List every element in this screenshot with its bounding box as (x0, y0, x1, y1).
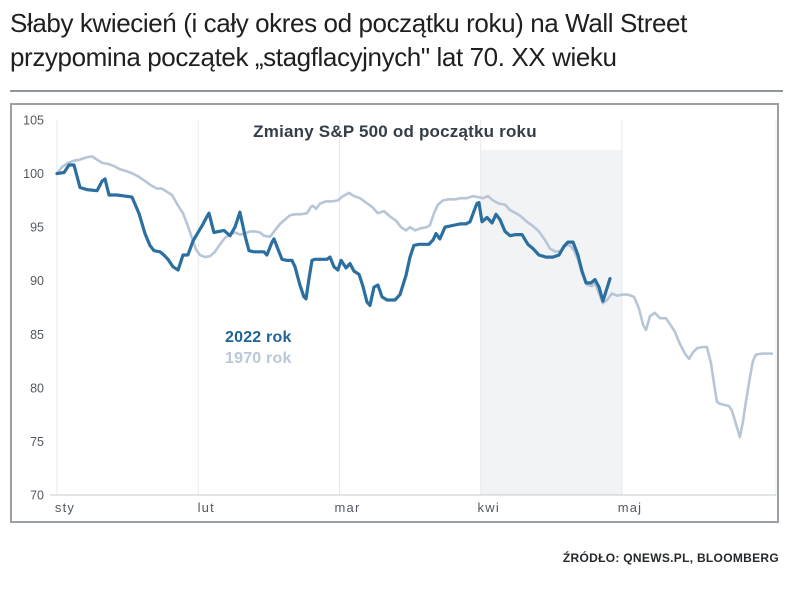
x-tick-label-kwi: kwi (478, 500, 500, 515)
series-line-2022-rok (55, 163, 612, 307)
chart-title: Zmiany S&P 500 od początku roku (253, 122, 537, 141)
series-line-1970-rok (55, 155, 774, 439)
x-tick-label-lut: lut (198, 500, 215, 515)
source-credit: ŹRÓDŁO: QNEWS.PL, BLOOMBERG (562, 551, 779, 565)
headline: Słaby kwiecień (i cały okres od początku… (10, 6, 786, 74)
y-tick-label: 85 (30, 328, 44, 342)
y-tick-label: 95 (30, 221, 44, 235)
legend-label-1970-rok: 1970 rok (225, 350, 292, 367)
legend-label-2022-rok: 2022 rok (225, 329, 292, 346)
x-tick-label-sty: sty (55, 500, 75, 515)
chart-svg: 105 100 95 90 85 80 75 70 sty lut mar kwi maj Zmiany … (23, 114, 777, 515)
y-tick-label: 90 (30, 274, 44, 288)
chart-frame: 105 100 95 90 85 80 75 70 sty lut mar kwi maj Zmiany … (10, 103, 779, 523)
headline-line-1: Słaby kwiecień (i cały okres od początku… (10, 8, 687, 38)
y-tick-label: 70 (30, 489, 44, 503)
headline-line-2: przypomina początek „stagflacyjnych" lat… (10, 42, 617, 72)
highlight-band (480, 150, 622, 495)
y-tick-label: 80 (30, 381, 44, 395)
x-tick-label-maj: maj (618, 500, 643, 515)
headline-divider (10, 90, 783, 92)
x-tick-label-mar: mar (335, 500, 361, 515)
y-tick-label: 100 (23, 167, 44, 181)
y-tick-label: 75 (30, 435, 44, 449)
y-tick-label: 105 (23, 114, 44, 128)
